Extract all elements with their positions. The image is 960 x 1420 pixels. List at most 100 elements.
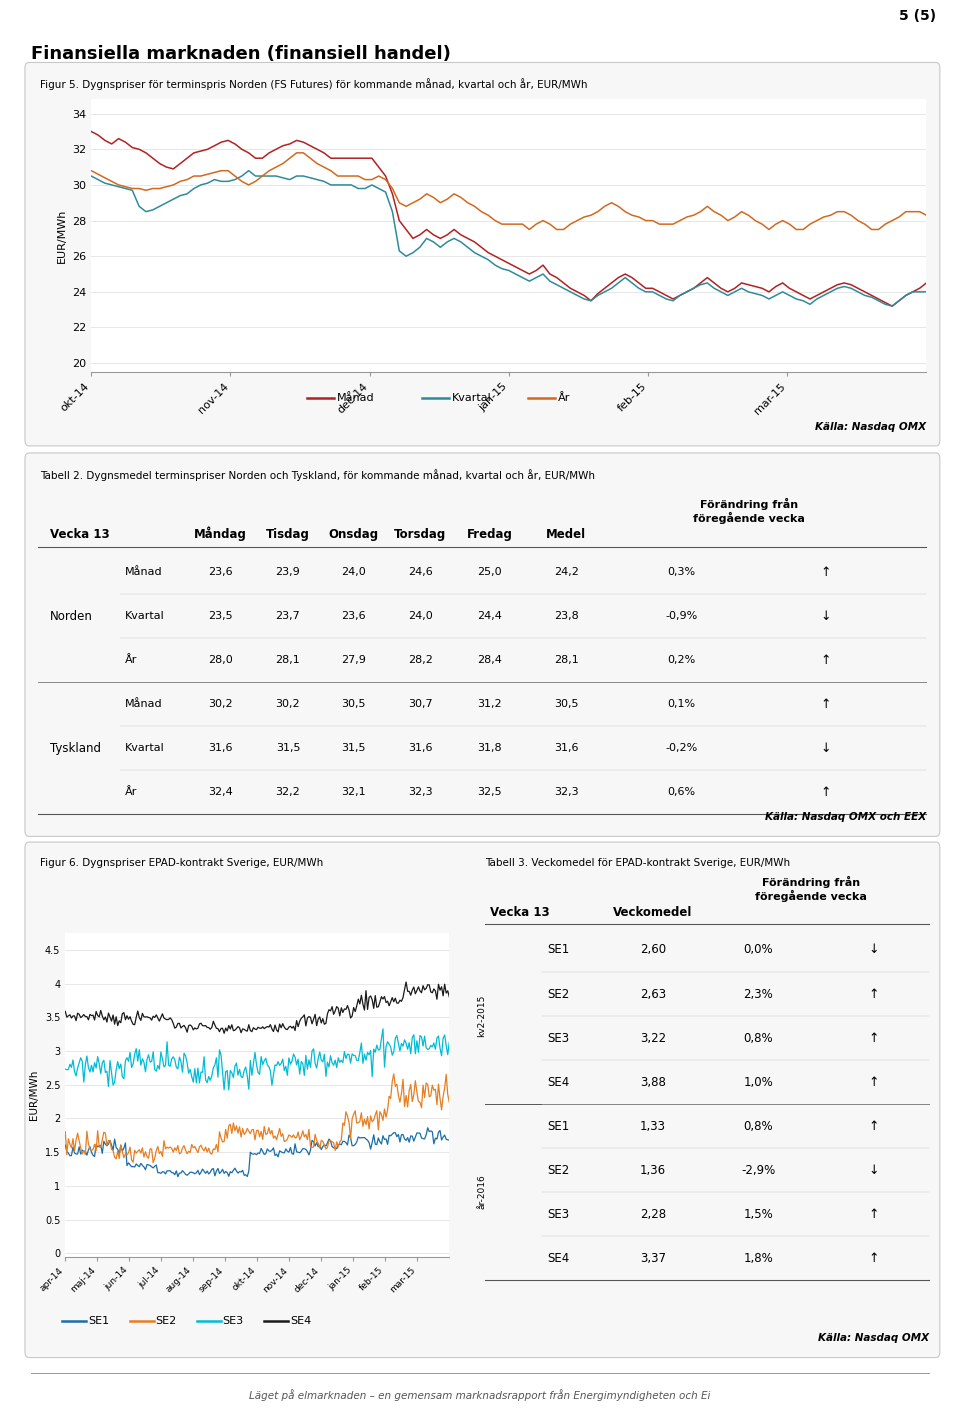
Text: 32,3: 32,3 [408,787,433,798]
Text: 23,6: 23,6 [341,611,366,622]
Text: 0,0%: 0,0% [744,943,773,957]
Text: Tisdag: Tisdag [266,528,310,541]
Text: 28,1: 28,1 [554,655,579,666]
Text: 30,2: 30,2 [208,699,233,710]
Text: 1,36: 1,36 [639,1163,666,1177]
Text: 0,1%: 0,1% [667,699,696,710]
Text: 31,6: 31,6 [408,743,433,754]
Text: 0,8%: 0,8% [744,1119,773,1133]
Text: Kvartal: Kvartal [452,392,492,403]
Text: Måndag: Måndag [194,527,248,541]
Text: 24,2: 24,2 [554,567,579,578]
Text: år-2016: år-2016 [477,1174,487,1210]
Text: SE3: SE3 [223,1315,244,1326]
Text: 27,9: 27,9 [341,655,366,666]
Text: 24,0: 24,0 [341,567,366,578]
Text: 24,4: 24,4 [477,611,502,622]
Text: 5 (5): 5 (5) [899,9,936,23]
Text: 2,63: 2,63 [639,987,666,1001]
Text: ↑: ↑ [869,1251,878,1265]
Text: -0,9%: -0,9% [665,611,698,622]
Text: 1,5%: 1,5% [744,1207,773,1221]
Text: 0,3%: 0,3% [667,567,696,578]
Text: 28,0: 28,0 [208,655,233,666]
Text: 1,33: 1,33 [639,1119,666,1133]
Text: 2,3%: 2,3% [744,987,773,1001]
Text: 31,2: 31,2 [477,699,502,710]
Text: 32,2: 32,2 [276,787,300,798]
Text: ↑: ↑ [869,1119,878,1133]
Text: Källa: Nasdaq OMX: Källa: Nasdaq OMX [818,1333,929,1343]
Text: Månad: Månad [125,699,162,710]
Text: År: År [558,392,570,403]
Text: SE1: SE1 [88,1315,109,1326]
Text: ↑: ↑ [869,1207,878,1221]
Text: Kvartal: Kvartal [125,743,164,754]
Text: SE2: SE2 [156,1315,177,1326]
Text: 32,4: 32,4 [208,787,233,798]
Text: Onsdag: Onsdag [328,528,378,541]
Text: 23,8: 23,8 [554,611,579,622]
Text: Vecka 13: Vecka 13 [490,906,549,919]
Text: Tyskland: Tyskland [50,741,101,755]
Text: SE3: SE3 [547,1207,569,1221]
Text: 31,6: 31,6 [208,743,233,754]
Text: 24,0: 24,0 [408,611,433,622]
Text: Källa: Nasdaq OMX: Källa: Nasdaq OMX [815,422,926,432]
Text: Läget på elmarknaden – en gemensam marknadsrapport från Energimyndigheten och Ei: Läget på elmarknaden – en gemensam markn… [250,1389,710,1400]
Text: 23,7: 23,7 [276,611,300,622]
Text: 3,37: 3,37 [639,1251,666,1265]
Text: Månad: Månad [337,392,374,403]
Text: 32,5: 32,5 [477,787,502,798]
Text: -0,2%: -0,2% [665,743,698,754]
Text: 30,5: 30,5 [341,699,366,710]
Text: Vecka 13: Vecka 13 [50,528,109,541]
Text: Månad: Månad [125,567,162,578]
Text: kv2-2015: kv2-2015 [477,995,487,1037]
Text: 24,6: 24,6 [408,567,433,578]
Text: SE2: SE2 [547,1163,569,1177]
Text: ↓: ↓ [869,1163,878,1177]
Text: 30,2: 30,2 [276,699,300,710]
Text: Förändring från
föregående vecka: Förändring från föregående vecka [693,498,804,524]
Text: ↑: ↑ [821,653,830,667]
Text: 2,60: 2,60 [639,943,666,957]
Text: 23,9: 23,9 [276,567,300,578]
Text: 23,5: 23,5 [208,611,233,622]
Text: 3,88: 3,88 [640,1075,665,1089]
Text: SE2: SE2 [547,987,569,1001]
Text: ↓: ↓ [821,741,830,755]
Text: Förändring från
föregående vecka: Förändring från föregående vecka [756,876,867,902]
Text: SE4: SE4 [547,1251,569,1265]
Y-axis label: EUR/MWh: EUR/MWh [30,1069,39,1120]
Text: SE3: SE3 [547,1031,569,1045]
Text: 31,5: 31,5 [276,743,300,754]
Text: 0,2%: 0,2% [667,655,696,666]
Text: Fredag: Fredag [467,528,513,541]
Text: ↓: ↓ [869,943,878,957]
Text: 1,8%: 1,8% [744,1251,773,1265]
Text: 1,0%: 1,0% [744,1075,773,1089]
Text: ↑: ↑ [869,1031,878,1045]
Text: ↑: ↑ [821,697,830,711]
Text: Veckomedel: Veckomedel [613,906,692,919]
Text: ↑: ↑ [821,565,830,579]
Text: ↑: ↑ [869,987,878,1001]
Text: 28,2: 28,2 [408,655,433,666]
Text: Källa: Nasdaq OMX och EEX: Källa: Nasdaq OMX och EEX [765,812,926,822]
Text: År: År [125,787,137,798]
Text: Medel: Medel [546,528,587,541]
Text: 28,1: 28,1 [276,655,300,666]
Text: 30,5: 30,5 [554,699,579,710]
Text: 30,7: 30,7 [408,699,433,710]
Text: Figur 6. Dygnspriser EPAD-kontrakt Sverige, EUR/MWh: Figur 6. Dygnspriser EPAD-kontrakt Sveri… [40,858,324,868]
Text: ↑: ↑ [869,1075,878,1089]
Text: 32,3: 32,3 [554,787,579,798]
Text: SE4: SE4 [290,1315,311,1326]
Text: 31,8: 31,8 [477,743,502,754]
Text: Finansiella marknaden (finansiell handel): Finansiella marknaden (finansiell handel… [31,45,450,64]
Text: 25,0: 25,0 [477,567,502,578]
Text: ↑: ↑ [821,785,830,799]
Text: Kvartal: Kvartal [125,611,164,622]
Text: ↓: ↓ [821,609,830,623]
